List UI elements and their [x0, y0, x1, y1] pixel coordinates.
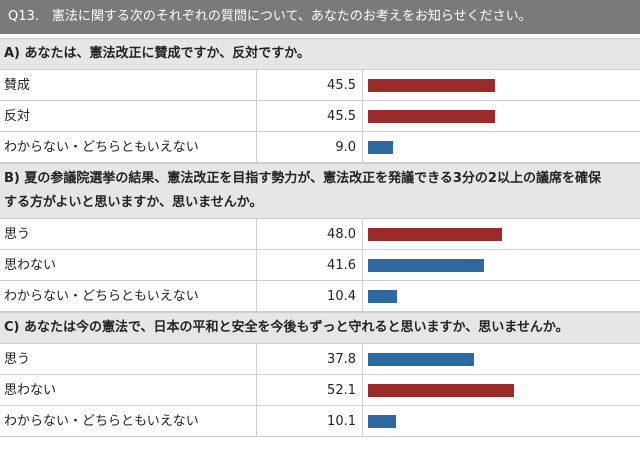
question-title-line: B) 夏の参議院選挙の結果、憲法改正を目指す勢力が、憲法改正を発議できる3分の2… — [4, 171, 601, 186]
answer-value: 37.8 — [327, 352, 356, 367]
answer-row: 賛成 45.5 — [0, 70, 640, 101]
answer-bar — [368, 141, 394, 154]
column-divider — [362, 375, 363, 406]
column-divider — [256, 101, 257, 132]
question-title-a: A) あなたは、憲法改正に賛成ですか、反対ですか。 — [0, 38, 640, 70]
column-divider — [362, 70, 363, 101]
column-divider — [256, 281, 257, 312]
question-title-b: B) 夏の参議院選挙の結果、憲法改正を目指す勢力が、憲法改正を発議できる3分の2… — [0, 163, 640, 219]
column-divider — [362, 406, 363, 437]
answer-row: 思わない 52.1 — [0, 375, 640, 406]
answer-value: 9.0 — [335, 140, 356, 155]
column-divider — [362, 250, 363, 281]
column-divider — [256, 219, 257, 250]
answer-row: わからない・どちらともいえない 10.4 — [0, 281, 640, 312]
question-title-c: C) あなたは今の憲法で、日本の平和と安全を今後もずっと守れると思いますか、思い… — [0, 312, 640, 344]
answer-value: 10.4 — [327, 289, 356, 304]
answer-bar — [368, 228, 503, 241]
question-title-line: する方がよいと思いますか、思いませんか。 — [4, 195, 263, 210]
column-divider — [362, 219, 363, 250]
answer-label: 思わない — [4, 383, 57, 398]
answer-row: わからない・どちらともいえない 10.1 — [0, 406, 640, 437]
column-divider — [256, 70, 257, 101]
answer-label: 反対 — [4, 109, 31, 124]
answer-bar — [368, 79, 496, 92]
answer-bar — [368, 353, 474, 366]
answer-label: 賛成 — [4, 78, 31, 93]
column-divider — [362, 132, 363, 163]
answer-row: 思う 37.8 — [0, 344, 640, 375]
question-title-line: C) あなたは今の憲法で、日本の平和と安全を今後もずっと守れると思いますか、思い… — [4, 320, 569, 335]
answer-label: わからない・どちらともいえない — [4, 289, 199, 304]
answer-label: 思う — [4, 352, 31, 367]
question-header: Q13. 憲法に関する次のそれぞれの質問について、あなたのお考えをお知らせくださ… — [0, 0, 640, 34]
answer-row: 思う 48.0 — [0, 219, 640, 250]
answer-value: 45.5 — [327, 78, 356, 93]
answer-bar — [368, 384, 514, 397]
column-divider — [256, 344, 257, 375]
answer-bar — [368, 259, 485, 272]
question-title-line: A) あなたは、憲法改正に賛成ですか、反対ですか。 — [4, 46, 311, 61]
answer-value: 10.1 — [327, 414, 356, 429]
answer-label: 思う — [4, 227, 31, 242]
column-divider — [362, 281, 363, 312]
answer-bar — [368, 110, 496, 123]
answer-row: 思わない 41.6 — [0, 250, 640, 281]
answer-bar — [368, 415, 397, 428]
answer-value: 45.5 — [327, 109, 356, 124]
column-divider — [256, 375, 257, 406]
answer-value: 52.1 — [327, 383, 356, 398]
answer-value: 48.0 — [327, 227, 356, 242]
column-divider — [256, 406, 257, 437]
answer-label: 思わない — [4, 258, 57, 273]
answer-row: わからない・どちらともいえない 9.0 — [0, 132, 640, 163]
column-divider — [256, 132, 257, 163]
column-divider — [256, 250, 257, 281]
answer-label: わからない・どちらともいえない — [4, 414, 199, 429]
column-divider — [362, 101, 363, 132]
answer-row: 反対 45.5 — [0, 101, 640, 132]
answer-bar — [368, 290, 398, 303]
answer-label: わからない・どちらともいえない — [4, 140, 199, 155]
column-divider — [362, 344, 363, 375]
answer-value: 41.6 — [327, 258, 356, 273]
